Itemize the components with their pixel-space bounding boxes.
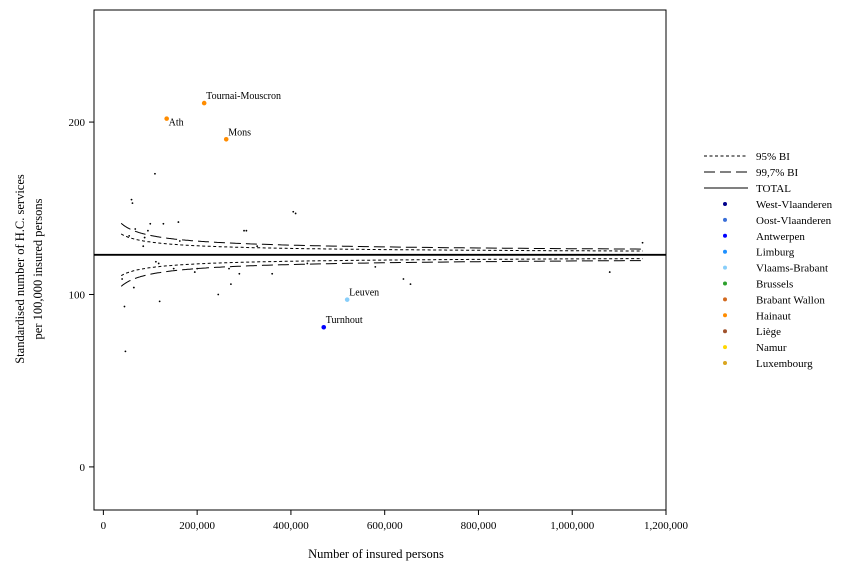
legend-marker: [723, 329, 727, 334]
legend-province-label: West-Vlaanderen: [756, 199, 833, 211]
data-point: [243, 229, 245, 232]
data-point: [123, 305, 126, 308]
y-axis-title-line-2: per 100,000 insured persons: [31, 198, 45, 339]
data-point: [142, 245, 145, 248]
data-point: [128, 234, 131, 237]
data-point: [172, 267, 175, 270]
y-axis: 0 100 200: [69, 117, 94, 474]
data-point: [196, 267, 199, 270]
data-point: [294, 212, 297, 215]
y-tick-label: 0: [80, 462, 86, 474]
data-point: [162, 222, 165, 225]
data-point: [374, 265, 377, 268]
data-point: [154, 260, 157, 263]
point-label: Tournai-Mouscron: [206, 91, 281, 102]
x-tick-label: 1,000,000: [550, 520, 595, 532]
data-point: [147, 229, 149, 232]
x-axis: 0 200,000 400,000 600,000 800,000 1,000,000 1,…: [101, 510, 689, 532]
legend-marker: [723, 249, 727, 254]
legend-province-label: Limburg: [756, 247, 795, 259]
data-point: [641, 241, 644, 244]
legend-province-label: Liège: [756, 326, 781, 338]
x-tick-label: 800,000: [461, 520, 497, 532]
data-point: [245, 229, 248, 232]
data-point: [409, 283, 412, 286]
legend-province-label: Hainaut: [756, 310, 791, 322]
ci95-lower-line: [120, 258, 643, 277]
legend: 95% BI 99,7% BI TOTAL West-Vlaanderen Oost-V…: [704, 151, 833, 370]
x-tick-label: 400,000: [273, 520, 309, 532]
data-point: [238, 272, 241, 275]
legend-line-label: 99,7% BI: [756, 167, 799, 179]
data-point: [154, 172, 156, 175]
data-point: [256, 245, 259, 248]
x-tick-label: 0: [101, 520, 107, 532]
y-tick-label: 100: [69, 289, 86, 301]
labeled-data-point: [164, 116, 169, 121]
legend-marker: [723, 281, 727, 286]
ci997-upper-line: [120, 222, 643, 250]
point-label: Turnhout: [326, 315, 363, 326]
labeled-data-point: [223, 137, 229, 142]
lines-layer: [94, 222, 666, 287]
data-point: [217, 293, 220, 296]
legend-province-label: Namur: [756, 342, 787, 354]
x-tick-label: 600,000: [367, 520, 403, 532]
data-point: [193, 271, 196, 273]
data-point: [132, 286, 135, 289]
data-point: [131, 202, 134, 205]
legend-marker: [723, 233, 727, 238]
ci997-lower-line: [120, 260, 643, 287]
data-point: [158, 300, 161, 303]
legend-province-label: Vlaams-Brabant: [756, 263, 828, 275]
legend-marker: [723, 313, 727, 318]
legend-marker: [723, 345, 727, 350]
y-axis-title-line-1: Standardised number of H.C. services: [13, 174, 27, 364]
y-tick-label: 200: [69, 117, 86, 129]
point-label: Leuven: [349, 288, 379, 299]
data-point: [177, 221, 180, 223]
x-axis-title: Number of insured persons: [308, 547, 444, 561]
data-point: [402, 278, 405, 280]
labeled-data-point: [344, 297, 350, 302]
legend-province-label: Oost-Vlaanderen: [756, 215, 832, 227]
data-point: [121, 278, 124, 280]
labeled-data-point: [201, 100, 207, 106]
data-point: [306, 262, 309, 265]
legend-province-label: Antwerpen: [756, 231, 805, 243]
legend-marker: [723, 361, 727, 365]
data-point: [178, 240, 181, 242]
point-label: Mons: [228, 127, 251, 138]
data-point: [134, 228, 137, 230]
legend-marker: [723, 265, 727, 270]
data-point: [157, 262, 160, 265]
data-point: [124, 350, 127, 353]
legend-marker: [723, 217, 727, 222]
data-point: [130, 198, 133, 201]
legend-marker: [723, 202, 727, 206]
labeled-data-point: [321, 324, 327, 330]
data-point: [230, 283, 232, 286]
point-label: Ath: [169, 118, 184, 129]
legend-province-label: Brussels: [756, 279, 793, 291]
x-tick-label: 200,000: [179, 520, 215, 532]
data-point: [149, 222, 152, 225]
data-point: [271, 272, 274, 275]
plot-frame: [93, 9, 667, 511]
points-layer: Tournai-Mouscron Ath Mons Leuven Turnhout: [121, 91, 644, 353]
x-tick-label: 1,200,000: [644, 520, 689, 532]
data-point: [608, 271, 611, 273]
data-point: [143, 236, 146, 239]
legend-marker: [723, 297, 727, 302]
data-point: [292, 210, 295, 213]
legend-province-label: Luxembourg: [756, 358, 813, 370]
legend-line-label: TOTAL: [756, 183, 791, 195]
legend-province-label: Brabant Wallon: [756, 294, 825, 306]
ci95-upper-line: [120, 233, 643, 252]
legend-line-label: 95% BI: [756, 151, 790, 163]
data-point: [228, 267, 230, 270]
